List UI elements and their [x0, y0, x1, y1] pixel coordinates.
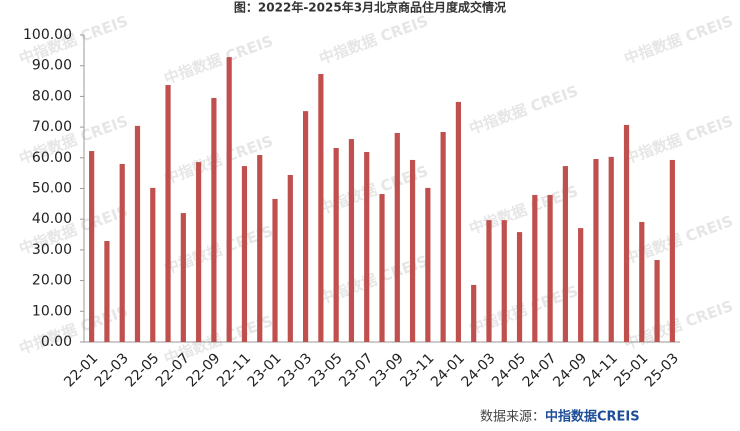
bar [104, 240, 110, 342]
x-tick-label: 23-09 [367, 350, 407, 390]
bar [532, 194, 538, 342]
y-tick-label: 70.00 [32, 119, 72, 135]
bar [150, 187, 156, 342]
x-tick-label: 22-03 [92, 350, 132, 390]
watermark: 中指数据 CREIS [162, 32, 276, 88]
x-tick-label: 23-05 [306, 350, 346, 390]
y-tick-label: 50.00 [32, 181, 72, 197]
bar [302, 111, 309, 342]
x-tick-label: 23-11 [397, 350, 437, 390]
bar [196, 162, 202, 342]
bar [89, 151, 95, 342]
bar [440, 132, 446, 342]
bar [241, 166, 248, 342]
bar [623, 124, 630, 343]
x-tick-label: 22-05 [122, 350, 162, 390]
y-tick-label: 80.00 [32, 88, 72, 104]
bar [425, 187, 431, 342]
y-tick-label: 30.00 [32, 242, 72, 258]
watermark: 中指数据 CREIS [622, 12, 736, 68]
bar [669, 159, 675, 342]
bar [287, 174, 293, 342]
y-tick-label: 40.00 [32, 211, 72, 227]
x-tick-label: 24-09 [550, 350, 590, 390]
bar [654, 260, 660, 342]
y-tick-label: 100.00 [23, 27, 72, 43]
watermark: 中指数据 CREIS [622, 297, 736, 353]
x-tick-label: 25-03 [642, 350, 682, 390]
chart-title: 图：2022年-2025年3月北京商品住月度成交情况 [234, 0, 506, 15]
bar [226, 57, 232, 342]
bar [394, 132, 400, 342]
x-tick-label: 25-01 [611, 350, 651, 390]
y-tick-label: 0.00 [41, 334, 72, 350]
bar [119, 163, 125, 342]
y-tick-label: 20.00 [32, 273, 72, 289]
bar [165, 85, 171, 342]
bar [211, 97, 217, 342]
bar [364, 151, 370, 342]
watermark: 中指数据 CREIS [622, 112, 736, 168]
bar [501, 220, 507, 342]
bar [578, 228, 584, 342]
bar [180, 213, 186, 342]
x-tick-label: 24-05 [489, 350, 529, 390]
source-name: 中指数据CREIS [545, 409, 640, 425]
bar [639, 221, 645, 342]
y-tick-label: 10.00 [32, 303, 72, 319]
y-tick-label: 90.00 [32, 58, 72, 74]
bar [486, 220, 492, 342]
x-tick-label: 23-03 [275, 350, 315, 390]
y-tick-label: 60.00 [32, 150, 72, 166]
bar [348, 139, 355, 342]
x-tick-label: 24-01 [428, 350, 468, 390]
bar [455, 101, 462, 343]
x-tick-label: 22-01 [61, 350, 101, 390]
x-tick-label: 23-01 [245, 350, 285, 390]
x-tick-label: 22-11 [214, 350, 254, 390]
watermark: 中指数据 CREIS [467, 82, 581, 138]
watermark: 中指数据 CREIS [622, 212, 736, 268]
x-tick-label: 24-11 [581, 350, 621, 390]
bar [471, 284, 477, 342]
bar [379, 194, 385, 342]
bar [608, 156, 614, 342]
bar [257, 155, 263, 342]
bar [134, 125, 141, 342]
bar [272, 198, 278, 342]
bar [409, 159, 416, 342]
bar [593, 159, 599, 342]
bar [333, 147, 339, 342]
bar [562, 166, 568, 342]
x-tick-label: 23-07 [336, 350, 376, 390]
x-tick-label: 24-07 [520, 350, 560, 390]
x-tick-label: 24-03 [459, 350, 499, 390]
bar [516, 232, 523, 342]
bar [547, 194, 553, 342]
watermark: 中指数据 CREIS [317, 12, 431, 68]
bar [318, 73, 324, 342]
source-label: 数据来源： [480, 410, 545, 425]
